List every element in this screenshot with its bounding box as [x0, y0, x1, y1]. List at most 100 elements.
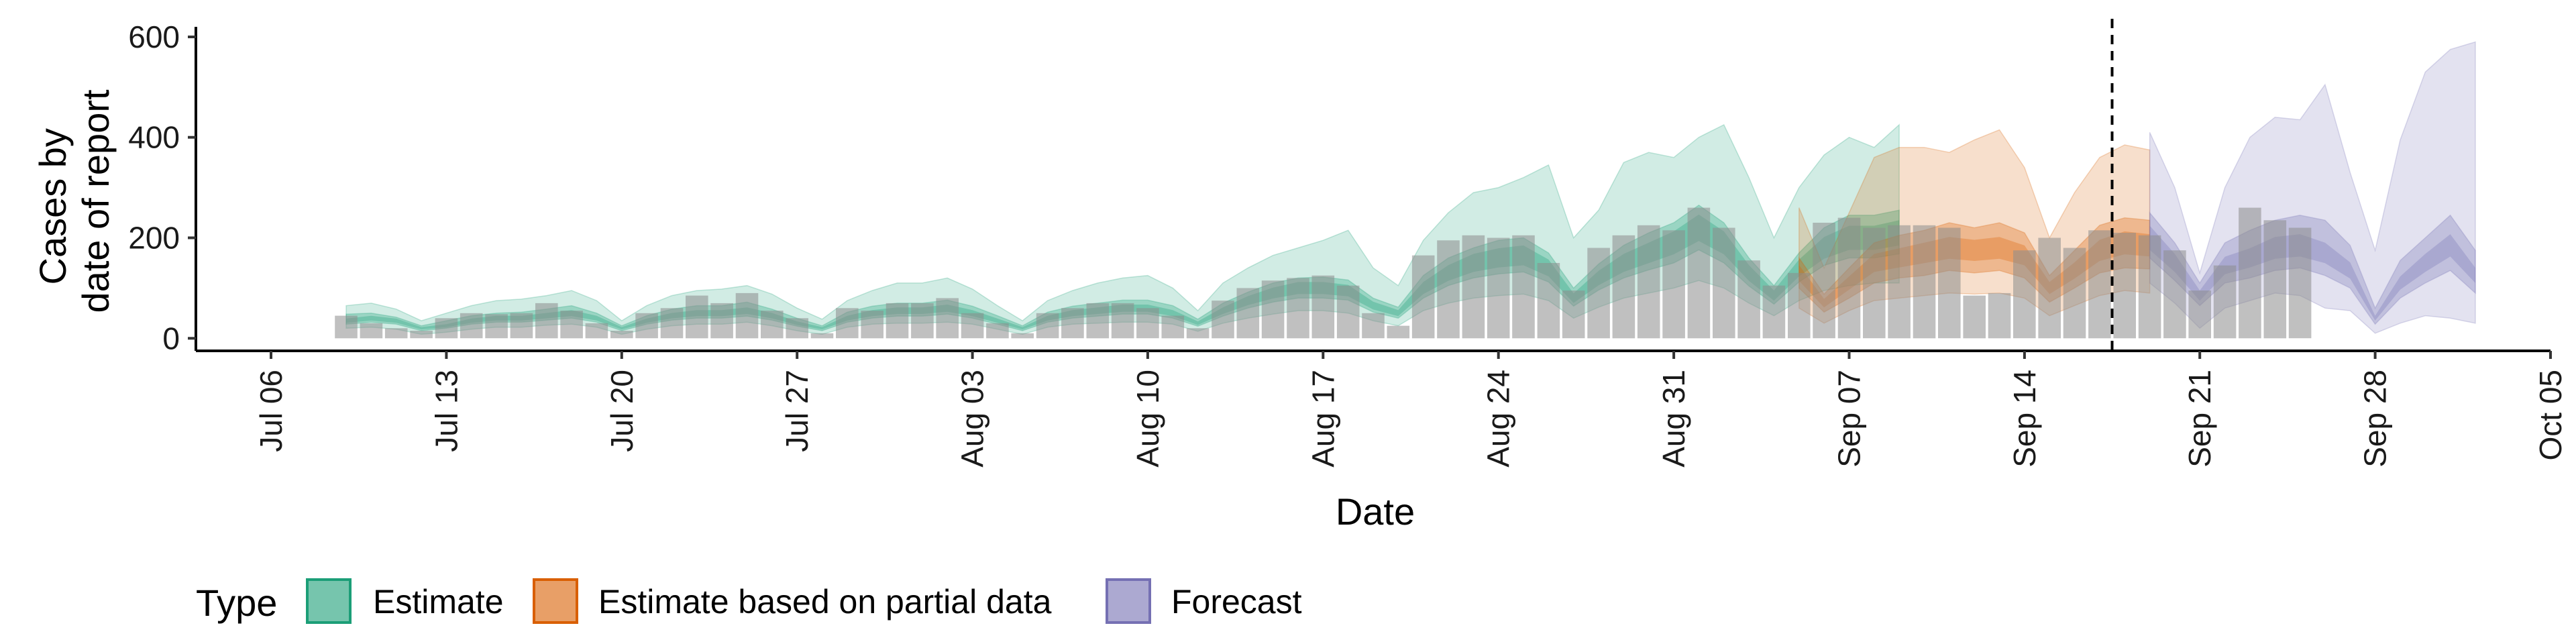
reported-cases-bar: [885, 303, 909, 339]
reported-cases-bar: [460, 313, 483, 339]
x-tick-label: Jul 27: [780, 370, 814, 452]
reported-cases-bar: [810, 333, 834, 339]
reported-cases-bar: [1212, 301, 1234, 339]
reported-cases-bar: [761, 311, 784, 339]
y-axis-title-line-2: date of report: [74, 89, 117, 313]
x-tick-label: Aug 31: [1656, 370, 1691, 468]
reported-cases-bar: [535, 303, 558, 339]
legend-label-forecast: Forecast: [1171, 583, 1302, 621]
reported-cases-bar: [1938, 227, 1961, 339]
reported-cases-bar: [1161, 315, 1185, 339]
y-ticks: 0 200 400 600: [128, 19, 196, 356]
x-tick-label: Sep 28: [2358, 370, 2393, 468]
reported-cases-bar: [510, 313, 533, 339]
legend-label-partial: Estimate based on partial data: [598, 583, 1052, 621]
reported-cases-bar: [635, 313, 658, 339]
x-axis-title: Date: [1336, 490, 1415, 533]
x-tick-label: Jul 06: [254, 370, 288, 452]
x-tick-label: Sep 14: [2007, 370, 2042, 468]
axes-layer: [195, 27, 2551, 352]
reported-cases-bar: [686, 295, 708, 339]
reported-cases-bar: [560, 311, 583, 339]
reported-cases-bar: [1562, 290, 1585, 339]
reported-cases-bar: [2288, 227, 2312, 339]
reported-cases-bar: [1637, 225, 1660, 339]
reported-cases-bar: [1411, 255, 1435, 339]
reported-cases-bar: [786, 318, 808, 339]
legend-item-forecast: Forecast: [1106, 578, 1302, 624]
reported-cases-bar: [1311, 275, 1335, 339]
reported-cases-bar: [1762, 285, 1786, 339]
y-tick-label: 0: [162, 321, 180, 356]
y-tick-label: 400: [128, 120, 180, 155]
legend-title: Type: [196, 582, 277, 624]
x-tick-label: Oct 05: [2533, 370, 2568, 461]
y-tick-label: 200: [128, 221, 180, 256]
reported-cases-bar: [1336, 285, 1360, 339]
reported-cases-bar: [1186, 328, 1210, 339]
x-tick-label: Aug 17: [1305, 370, 1340, 468]
reported-cases-bar: [1437, 240, 1460, 339]
reported-cases-bar: [1362, 313, 1385, 339]
reported-cases-bar: [1111, 303, 1134, 339]
reported-cases-bar: [861, 311, 883, 339]
reported-cases-bar: [1537, 263, 1560, 339]
reported-cases-bar: [836, 308, 859, 339]
reported-cases-bar: [384, 328, 408, 339]
reported-cases-bar: [585, 323, 608, 339]
legend-item-estimate: Estimate: [306, 578, 504, 624]
x-tick-label: Sep 21: [2182, 370, 2217, 468]
reported-cases-bar: [710, 303, 733, 339]
reported-cases-bar: [1788, 272, 1811, 339]
x-tick-label: Aug 24: [1481, 370, 1516, 468]
reported-cases-bar: [2188, 290, 2211, 339]
reported-cases-bar: [1487, 237, 1510, 339]
reported-cases-bar: [1713, 227, 1735, 339]
reported-cases-bar: [1662, 230, 1685, 339]
reported-cases-bar: [1512, 235, 1535, 339]
legend-swatch-estimate: [306, 578, 352, 624]
reported-cases-bar: [2013, 250, 2036, 339]
reported-cases-bar: [1813, 223, 1835, 339]
legend-label-estimate: Estimate: [373, 583, 504, 621]
x-tick-label: Jul 20: [604, 370, 639, 452]
reported-cases-bar: [2163, 250, 2186, 339]
x-tick-label: Jul 13: [429, 370, 464, 452]
reported-cases-bar: [1913, 225, 1936, 339]
reported-cases-bar: [2263, 220, 2287, 339]
reported-cases-bar: [2063, 248, 2086, 339]
legend-item-partial: Estimate based on partial data: [533, 578, 1052, 624]
reported-cases-bar: [2239, 207, 2261, 339]
reported-cases-bar: [1236, 288, 1260, 339]
reported-cases-bar: [986, 323, 1009, 339]
reported-cases-bar: [335, 315, 358, 339]
reported-cases-bar: [610, 331, 633, 339]
reported-cases-bar: [1261, 280, 1285, 339]
reported-cases-bar: [1287, 278, 1309, 339]
reported-cases-bar: [911, 303, 934, 339]
reported-cases-bar: [2213, 265, 2237, 339]
reported-cases-bar: [1837, 217, 1861, 339]
reported-cases-bar: [1963, 295, 1986, 339]
reported-cases-bar: [485, 314, 508, 339]
bars-layer: [335, 207, 2312, 339]
reported-cases-bar: [435, 318, 458, 339]
forecast-median-band: [2149, 225, 2475, 321]
reported-cases-bar: [1612, 235, 1635, 339]
x-tick-label: Aug 10: [1130, 370, 1165, 468]
reported-cases-bar: [961, 313, 984, 339]
reported-cases-bar: [1387, 325, 1410, 339]
x-ticks: Jul 06 Jul 13 Jul 20 Jul 27 Aug 03 Aug 10 Aug …: [254, 351, 2568, 468]
y-tick-label: 600: [128, 19, 180, 54]
reported-cases-bar: [936, 298, 959, 339]
reported-cases-bar: [2088, 230, 2111, 339]
x-tick-label: Aug 03: [955, 370, 990, 468]
reported-cases-bar: [360, 323, 383, 339]
y-axis-title: Cases by date of report: [32, 89, 117, 313]
reported-cases-bar: [1462, 235, 1485, 339]
reported-cases-bar: [1011, 333, 1034, 339]
reported-cases-bar: [1136, 308, 1159, 339]
reported-cases-bar: [2038, 237, 2061, 339]
reported-cases-bar: [1587, 248, 1610, 339]
